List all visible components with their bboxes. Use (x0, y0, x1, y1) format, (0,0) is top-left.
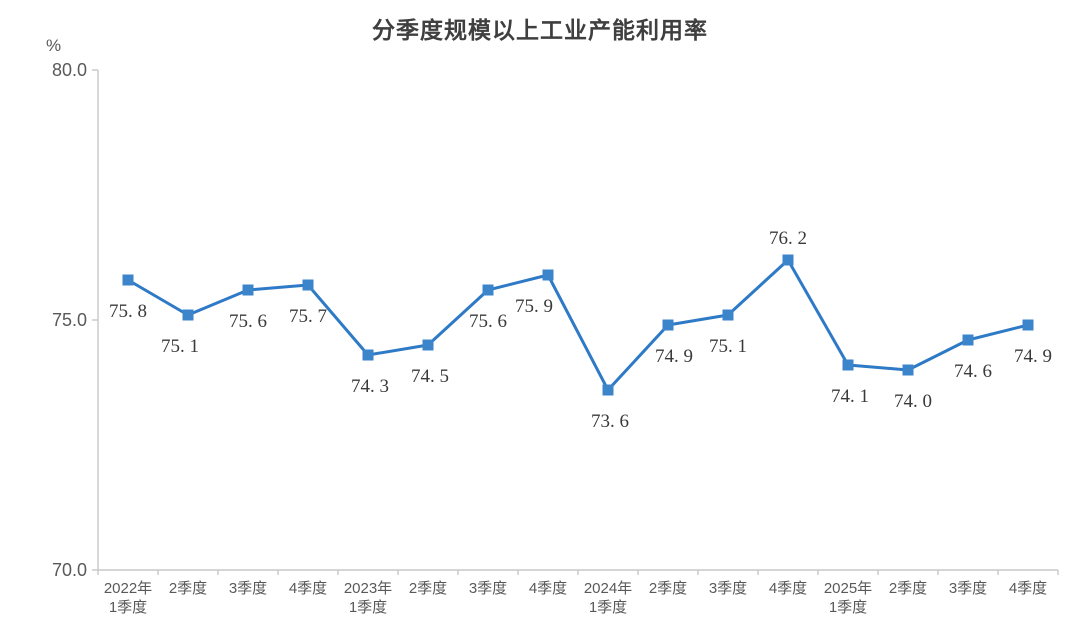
data-point-marker (842, 359, 854, 371)
data-line (126, 258, 1030, 392)
data-point-marker (542, 269, 554, 281)
y-axis-tick-label: 75.0 (52, 310, 87, 330)
data-point-label: 75. 6 (229, 311, 267, 332)
data-point-marker (962, 334, 974, 346)
data-point-marker (722, 309, 734, 321)
x-axis-label: 3季度 (709, 580, 747, 597)
y-axis-unit-label: % (46, 36, 62, 55)
data-point-marker (1022, 319, 1034, 331)
x-axis-label: 4季度 (769, 580, 807, 597)
data-point-label: 74. 9 (655, 346, 693, 367)
x-axis-label: 3季度 (229, 580, 267, 597)
data-point-label: 75. 1 (709, 336, 747, 357)
data-point-marker (902, 364, 914, 376)
x-axis-label: 3季度 (949, 580, 987, 597)
data-point-marker (242, 284, 254, 296)
data-point-marker (662, 319, 674, 331)
x-axis-label: 2季度 (409, 580, 447, 597)
x-axis-label: 2022年 1季度 (104, 580, 152, 616)
data-point-label: 76. 2 (769, 228, 807, 249)
x-axis-label: 2024年 1季度 (584, 580, 632, 616)
x-axis-label: 2025年 1季度 (824, 580, 872, 616)
data-point-label: 75. 1 (161, 336, 199, 357)
data-point-marker (122, 274, 134, 286)
data-point-marker (602, 384, 614, 396)
data-point-marker (302, 279, 314, 291)
data-point-marker (782, 254, 794, 266)
x-axis-label: 4季度 (529, 580, 567, 597)
data-point-label: 75. 7 (289, 306, 327, 327)
x-axis-label: 2季度 (169, 580, 207, 597)
x-axis-label: 3季度 (469, 580, 507, 597)
data-point-label: 75. 8 (109, 301, 147, 322)
x-axis-label: 2季度 (649, 580, 687, 597)
x-axis-label: 4季度 (289, 580, 327, 597)
data-point-label: 74. 1 (831, 386, 869, 407)
chart-title: 分季度规模以上工业产能利用率 (372, 17, 708, 43)
y-axis-tick-label: 80.0 (52, 60, 87, 80)
data-point-label: 73. 6 (591, 411, 629, 432)
data-point-label: 74. 5 (411, 366, 449, 387)
data-point-label: 74. 0 (894, 391, 932, 412)
x-axis-label: 2季度 (889, 580, 927, 597)
data-point-label: 74. 6 (954, 361, 992, 382)
data-point-label: 75. 9 (515, 296, 553, 317)
x-axis-label: 2023年 1季度 (344, 580, 392, 616)
data-point-label: 74. 3 (351, 376, 389, 397)
data-point-marker (182, 309, 194, 321)
data-point-label: 75. 6 (469, 311, 507, 332)
data-point-label: 74. 9 (1014, 346, 1052, 367)
data-point-marker (362, 349, 374, 361)
data-point-marker (422, 339, 434, 351)
y-axis-tick-label: 70.0 (52, 560, 87, 580)
data-point-marker (482, 284, 494, 296)
x-axis-label: 4季度 (1009, 580, 1047, 597)
